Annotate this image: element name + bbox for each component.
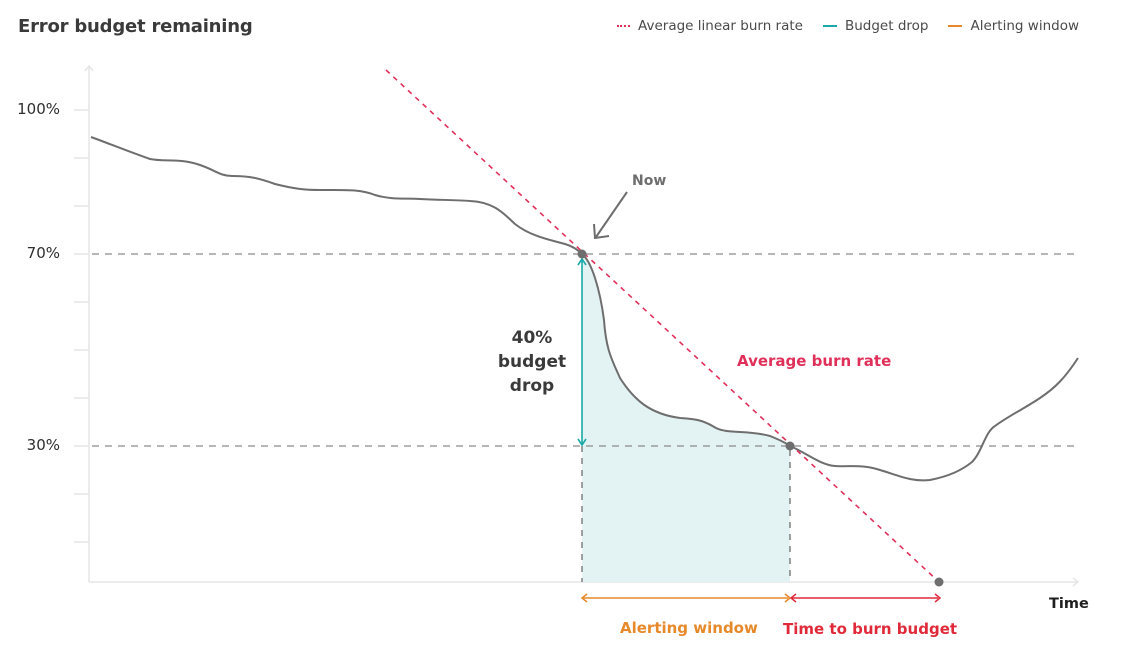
alerting-window-label: Alerting window	[620, 619, 758, 637]
teal-line-icon	[822, 25, 837, 27]
y-tick-label-100: 100%	[17, 100, 60, 118]
dotted-line-icon	[617, 25, 631, 27]
chart-title: Error budget remaining	[18, 16, 253, 37]
budget-drop-label: 40% budget drop	[492, 326, 572, 398]
y-tick-label-30: 30%	[26, 436, 60, 454]
budget-exhausted-marker	[934, 577, 944, 587]
legend: Average linear burn rate Budget drop Ale…	[617, 18, 1079, 34]
legend-item-budget-drop: Budget drop	[822, 18, 929, 34]
now-label: Now	[632, 173, 667, 189]
legend-item-alerting-window: Alerting window	[948, 18, 1079, 34]
budget-drop-area	[582, 254, 790, 582]
budget-drop-label-line: drop	[509, 376, 555, 396]
legend-label: Budget drop	[844, 18, 929, 34]
y-axis-arrow-icon	[84, 64, 94, 72]
now-pointer-arrow	[595, 191, 628, 238]
window-end-marker	[785, 441, 795, 451]
arrow-head-icon	[593, 223, 610, 240]
legend-label: Alerting window	[970, 18, 1079, 34]
arrow-right-icon	[934, 593, 942, 603]
legend-item-burn-rate: Average linear burn rate	[617, 18, 803, 34]
y-tick-label-70: 70%	[26, 244, 60, 262]
y-ticks	[74, 109, 89, 543]
avg-burn-rate-label: Average burn rate	[737, 352, 892, 370]
arrow-up-icon	[577, 257, 587, 266]
time-to-burn-label: Time to burn budget	[783, 620, 958, 638]
error-budget-line	[90, 136, 1079, 482]
x-axis-label: Time	[1049, 596, 1089, 612]
arrow-left-icon	[789, 593, 797, 603]
x-axis-arrow-icon	[1072, 577, 1080, 587]
legend-label: Average linear burn rate	[638, 18, 803, 34]
orange-line-icon	[948, 25, 963, 27]
budget-drop-label-line: budget	[497, 352, 567, 372]
arrow-left-icon	[580, 593, 588, 603]
arrow-down-icon	[577, 438, 587, 447]
budget-drop-label-line: 40%	[511, 328, 553, 348]
now-marker	[577, 249, 587, 259]
